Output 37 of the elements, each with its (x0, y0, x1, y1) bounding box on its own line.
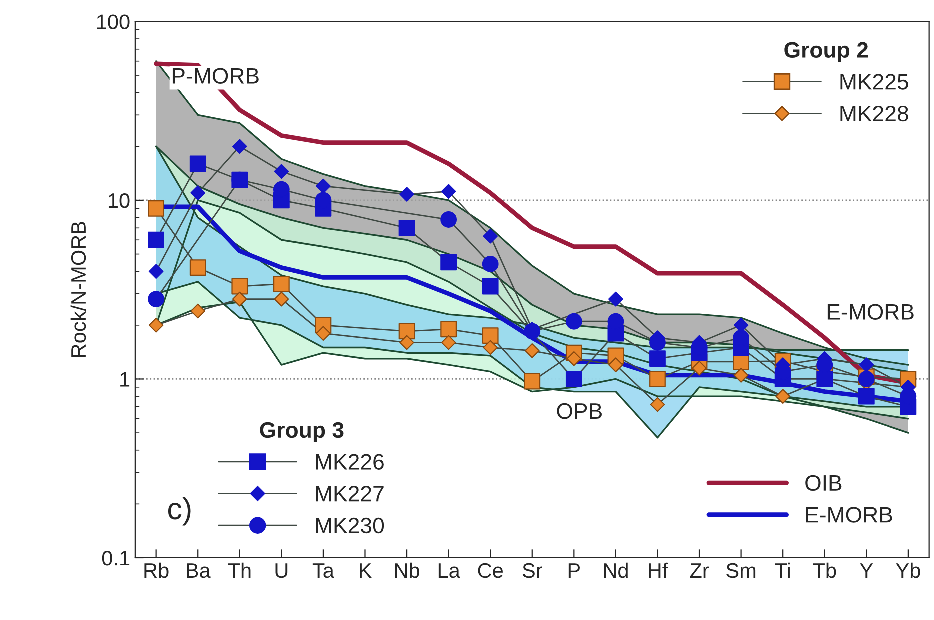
x-tick-label: Rb (144, 562, 169, 578)
annotation: c) (168, 497, 191, 526)
legend-label: MK230 (316, 518, 384, 534)
y-tick-label: 0.1 (102, 551, 130, 566)
x-tick-label: Hf (649, 562, 668, 578)
legend-label: OIB (806, 475, 842, 492)
annotation: P-MORB (172, 68, 259, 84)
y-tick-label: 1 (120, 372, 130, 387)
x-tick-label: Ti (775, 562, 790, 578)
x-tick-label: P (568, 564, 580, 578)
x-tick-label: U (276, 564, 288, 578)
x-tick-label: Zr (690, 564, 710, 578)
x-tick-label: Tb (813, 562, 836, 578)
legend-label: E-MORB (806, 507, 892, 523)
x-tick-label: Th (228, 562, 251, 578)
legend-label: MK228 (840, 106, 908, 122)
annotation: Group 3 (260, 422, 344, 443)
x-tick-label: Y (860, 564, 874, 578)
x-tick-label: Ba (187, 564, 211, 578)
y-tick-label: 10 (108, 193, 130, 208)
x-tick-label: Sr (522, 563, 542, 578)
x-tick-label: Ta (312, 564, 334, 578)
x-tick-label: La (438, 564, 460, 578)
x-tick-label: Nd (604, 562, 628, 578)
y-tick-label: 100 (97, 14, 130, 30)
legend-label: MK225 (840, 74, 908, 90)
annotation: E-MORB (828, 304, 914, 320)
x-tick-label: K (360, 564, 372, 578)
annotation: Group 2 (784, 42, 868, 62)
y-axis-title: Rock/N-MORB (70, 222, 86, 358)
legend-label: MK227 (316, 486, 384, 502)
x-tick-label: Nb (395, 562, 420, 578)
x-tick-label: Yb (896, 562, 920, 578)
legend-label: MK226 (316, 454, 384, 470)
x-tick-label: Sm (726, 563, 756, 578)
x-tick-label: Ce (478, 563, 503, 578)
annotation: OPB (557, 403, 602, 420)
